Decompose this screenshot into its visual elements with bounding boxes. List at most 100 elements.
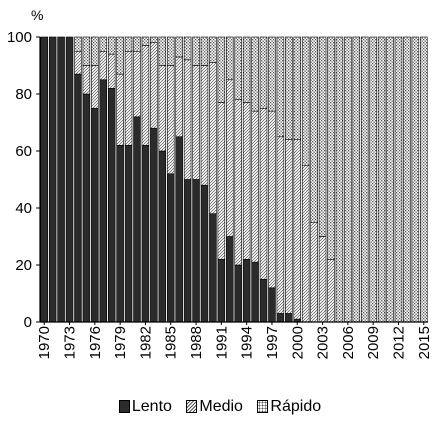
bar-segment-rpido-1984 bbox=[159, 37, 166, 66]
x-tick-label-1973: 1973 bbox=[62, 326, 79, 359]
bar-segment-medio-1986 bbox=[176, 57, 183, 137]
bar-segment-rpido-1986 bbox=[176, 37, 183, 57]
bar-segment-medio-2001 bbox=[302, 165, 309, 322]
bar-segment-lento-1992 bbox=[226, 237, 233, 323]
bar-segment-medio-1994 bbox=[243, 103, 250, 260]
bar-segment-medio-1974 bbox=[75, 51, 82, 74]
bar-segment-rpido-1995 bbox=[252, 37, 259, 111]
x-tick-label-1988: 1988 bbox=[188, 326, 205, 359]
bar-segment-rpido-2003 bbox=[319, 37, 326, 237]
x-tick-label-1982: 1982 bbox=[137, 326, 154, 359]
bar-segment-medio-1981 bbox=[134, 51, 141, 117]
bar-segment-medio-1976 bbox=[91, 66, 98, 109]
y-tick-label-60: 60 bbox=[15, 143, 32, 160]
legend-item-medio: Medio bbox=[186, 398, 243, 416]
x-tick-label-1994: 1994 bbox=[239, 326, 256, 359]
bar-segment-medio-1988 bbox=[193, 66, 200, 180]
bar-segment-lento-1983 bbox=[150, 128, 157, 322]
bar-segment-rpido-1983 bbox=[150, 37, 157, 43]
bar-segment-lento-1971 bbox=[49, 37, 56, 322]
bar-segment-medio-1977 bbox=[100, 51, 107, 80]
bar-segment-rpido-2002 bbox=[311, 37, 318, 222]
x-tick-label-2012: 2012 bbox=[390, 326, 407, 359]
bar-segment-rpido-1987 bbox=[184, 37, 191, 60]
legend-swatch-medio bbox=[186, 400, 197, 413]
bar-segment-rpido-1982 bbox=[142, 37, 149, 46]
legend-label-lento: Lento bbox=[132, 398, 172, 415]
legend-label-rapido: Rápido bbox=[270, 398, 321, 415]
bar-segment-lento-1974 bbox=[75, 74, 82, 322]
bar-segment-lento-1988 bbox=[193, 180, 200, 323]
bar-segment-rpido-2006 bbox=[344, 37, 351, 322]
bar-segment-medio-2003 bbox=[319, 237, 326, 323]
bar-segment-medio-1983 bbox=[150, 43, 157, 129]
y-tick-label-100: 100 bbox=[7, 29, 32, 46]
bar-segment-lento-1984 bbox=[159, 151, 166, 322]
bar-segment-rpido-1993 bbox=[235, 37, 242, 100]
bar-segment-lento-1981 bbox=[134, 117, 141, 322]
bar-segment-rpido-1991 bbox=[218, 37, 225, 103]
bar-segment-medio-1999 bbox=[285, 140, 292, 314]
bar-segment-lento-1994 bbox=[243, 259, 250, 322]
bar-segment-lento-1978 bbox=[108, 88, 115, 322]
bar-segment-rpido-2015 bbox=[420, 37, 427, 322]
bar-segment-lento-1970 bbox=[41, 37, 48, 322]
bar-segment-rpido-1985 bbox=[167, 37, 174, 66]
bar-segment-rpido-2004 bbox=[328, 37, 335, 259]
bar-segment-medio-2000 bbox=[294, 140, 301, 320]
x-tick-label-1985: 1985 bbox=[163, 326, 180, 359]
bar-segment-rpido-1998 bbox=[277, 37, 284, 137]
bar-segment-medio-1993 bbox=[235, 100, 242, 265]
bar-segment-rpido-1988 bbox=[193, 37, 200, 66]
bar-segment-rpido-1989 bbox=[201, 37, 208, 66]
bar-segment-lento-1993 bbox=[235, 265, 242, 322]
y-tick-label-0: 0 bbox=[24, 314, 32, 331]
bar-segment-lento-1990 bbox=[209, 214, 216, 322]
bar-segment-rpido-1977 bbox=[100, 37, 107, 51]
y-tick-label-40: 40 bbox=[15, 200, 32, 217]
bar-segment-lento-1987 bbox=[184, 180, 191, 323]
x-tick-label-2003: 2003 bbox=[315, 326, 332, 359]
x-tick-label-1991: 1991 bbox=[213, 326, 230, 359]
bar-segment-medio-1991 bbox=[218, 103, 225, 260]
bar-segment-lento-1995 bbox=[252, 262, 259, 322]
bar-segment-lento-1989 bbox=[201, 185, 208, 322]
x-tick-label-2009: 2009 bbox=[365, 326, 382, 359]
bar-segment-lento-1985 bbox=[167, 174, 174, 322]
x-tick-label-1997: 1997 bbox=[264, 326, 281, 359]
bar-segment-rpido-1992 bbox=[226, 37, 233, 80]
bars-group bbox=[41, 37, 427, 322]
y-tick-label-20: 20 bbox=[15, 257, 32, 274]
x-tick-label-2000: 2000 bbox=[289, 326, 306, 359]
bar-segment-rpido-2000 bbox=[294, 37, 301, 140]
bar-segment-rpido-2011 bbox=[387, 37, 394, 322]
bar-segment-lento-1991 bbox=[218, 259, 225, 322]
bar-segment-rpido-1981 bbox=[134, 37, 141, 51]
bar-segment-rpido-1997 bbox=[269, 37, 276, 111]
legend-swatch-rapido bbox=[257, 400, 268, 413]
bar-segment-medio-1982 bbox=[142, 46, 149, 146]
bar-segment-medio-1975 bbox=[83, 66, 90, 95]
bar-segment-rpido-1975 bbox=[83, 37, 90, 66]
legend-label-medio: Medio bbox=[199, 398, 243, 415]
bar-segment-medio-1985 bbox=[167, 66, 174, 174]
bar-segment-lento-1998 bbox=[277, 313, 284, 322]
bar-segment-medio-2004 bbox=[328, 259, 335, 322]
bar-segment-medio-1979 bbox=[117, 74, 124, 145]
y-tick-label-80: 80 bbox=[15, 86, 32, 103]
legend-item-lento: Lento bbox=[119, 398, 172, 416]
bar-segment-medio-1992 bbox=[226, 80, 233, 237]
bar-segment-lento-1973 bbox=[66, 37, 73, 322]
bar-segment-medio-1980 bbox=[125, 51, 132, 145]
bar-segment-lento-1972 bbox=[58, 37, 65, 322]
bar-segment-rpido-1994 bbox=[243, 37, 250, 103]
bar-segment-lento-1982 bbox=[142, 145, 149, 322]
x-tick-label-2006: 2006 bbox=[340, 326, 357, 359]
bar-segment-rpido-1999 bbox=[285, 37, 292, 140]
bar-segment-medio-1984 bbox=[159, 66, 166, 152]
bar-segment-medio-1996 bbox=[260, 108, 267, 279]
bar-segment-medio-1989 bbox=[201, 66, 208, 186]
bar-segment-rpido-2008 bbox=[361, 37, 368, 322]
legend: Lento Medio Rápido bbox=[0, 398, 440, 416]
